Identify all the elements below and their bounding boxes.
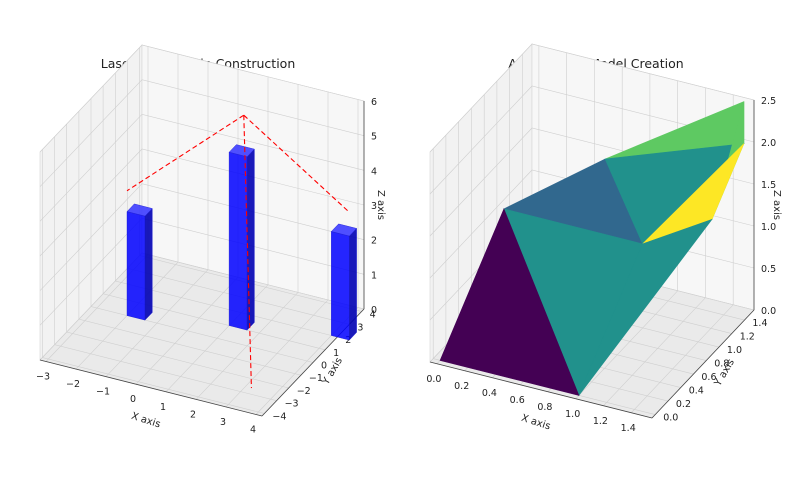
bar-face-top: [228, 144, 255, 158]
x-tick-label: 0.6: [510, 395, 525, 406]
z-tick-label: 0.0: [761, 306, 776, 317]
x-tick-label: −2: [66, 379, 80, 390]
gridline-z: [39, 113, 365, 222]
y-tick-label: 0.4: [689, 386, 704, 397]
x-tick-label: 4: [250, 425, 256, 436]
x-tick-label: 2: [190, 409, 196, 420]
x-tick-label: −3: [36, 372, 50, 383]
z-tick-label: 1: [371, 270, 377, 281]
x-axis-line: [429, 361, 653, 419]
y-tick-label: 1.0: [727, 345, 742, 356]
x-tick-label: 1.2: [593, 416, 608, 427]
x-tick-label: 0.4: [482, 388, 497, 399]
gridline-z: [39, 183, 365, 291]
x-tick-label: 3: [220, 417, 226, 428]
surface-triangle-5: [578, 218, 713, 396]
gridline-z: [429, 85, 755, 195]
y-tick-label: −3: [285, 399, 299, 410]
y-tick-label: 1: [333, 348, 339, 359]
y-tick-label: −4: [272, 412, 286, 423]
z-tick-label: 2.5: [761, 96, 776, 107]
x-tick-label: 1: [160, 402, 166, 413]
bar-face-front: [331, 231, 350, 341]
laser-line-2: [243, 115, 252, 389]
x-tick-label: 0.8: [537, 402, 552, 413]
bar-2: [228, 144, 255, 331]
y-tick-label: −2: [297, 386, 311, 397]
x-tick-label: 0.0: [426, 374, 441, 385]
y-tick-label: 3: [357, 322, 363, 333]
z-tick-label: 1.5: [761, 180, 776, 191]
y-tick-label: 0.8: [714, 359, 729, 370]
surface-triangle-1: [439, 208, 580, 396]
chart-3d-model: Accurate 3D Model Creation 0.00.20.40.60…: [426, 43, 782, 434]
x-tick-label: 1.4: [621, 423, 636, 434]
bar-face-front: [126, 211, 146, 321]
bar-face-side: [246, 148, 255, 331]
y-tick-label: 0.0: [663, 413, 678, 424]
gridline-z: [39, 148, 365, 257]
y-tick-label: 1.2: [740, 332, 755, 343]
gridline-z: [39, 79, 365, 187]
chart-laser-scanning: Laser Scanning in Construction −3−2−1012…: [36, 44, 386, 436]
z-tick-label: 6: [371, 97, 377, 108]
z-tick-label: 2: [371, 236, 377, 247]
z-tick-label: 5: [371, 132, 377, 143]
z-tick-label: 2.0: [761, 138, 776, 149]
y-tick-label: 0.2: [676, 399, 691, 410]
gridline-z: [429, 43, 755, 153]
bar-face-front: [228, 151, 248, 331]
bar-face-top: [330, 223, 357, 237]
bar-3: [330, 223, 357, 341]
bar-face-side: [349, 227, 357, 341]
z-tick-label: 0.5: [761, 264, 776, 275]
x-tick-label: 1.0: [565, 409, 580, 420]
x-axis-label: X axis: [130, 411, 162, 431]
gridline-z: [39, 44, 365, 153]
y-tick-label: 0: [321, 361, 327, 372]
bar-face-top: [126, 203, 153, 217]
z-tick-label: 0: [371, 305, 377, 316]
z-tick-label: 4: [371, 166, 377, 177]
x-tick-label: −1: [96, 387, 110, 398]
bar-1: [126, 203, 153, 321]
y-tick-label: 1.4: [752, 318, 767, 329]
z-axis-label: Z axis: [375, 190, 386, 220]
x-tick-label: 0.2: [454, 381, 469, 392]
x-tick-label: 0: [130, 394, 136, 405]
y-tick-label: 4: [370, 310, 376, 321]
z-tick-label: 3: [371, 201, 377, 212]
z-tick-label: 1.0: [761, 222, 776, 233]
bar-face-side: [144, 208, 153, 321]
y-axis-line: [651, 309, 755, 419]
x-axis-label: X axis: [520, 413, 552, 433]
laser-line-1: [126, 114, 245, 192]
y-tick-label: 2: [345, 335, 351, 346]
z-axis-label: Z axis: [771, 190, 782, 220]
x-axis-line: [39, 359, 263, 417]
y-tick-label: −1: [309, 373, 323, 384]
y-tick-label: 0.6: [701, 372, 716, 383]
